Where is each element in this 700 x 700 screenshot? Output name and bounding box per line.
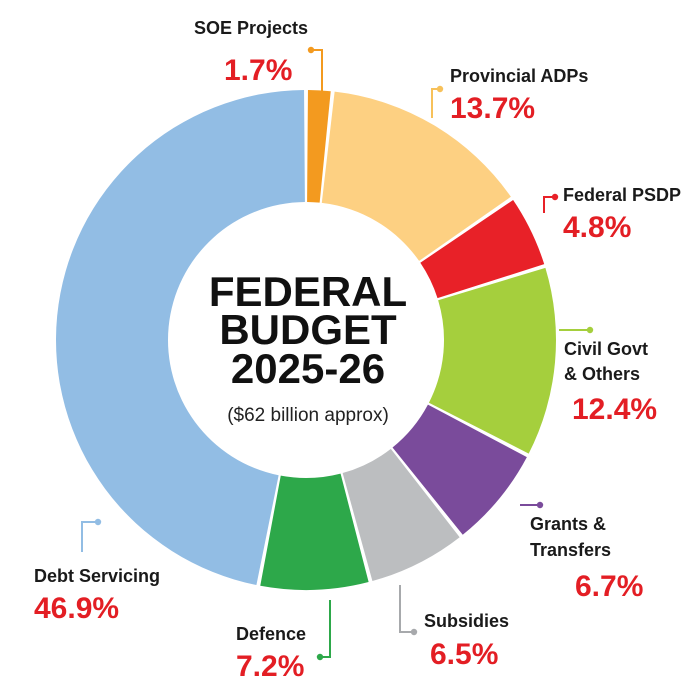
leader-dot-defence [316,653,324,661]
leader-dot-grants-and-transfers [536,501,544,509]
leader-dot-provincial-adps [436,85,444,93]
slice-name-grants-and-transfers-line-1: Grants & [530,514,606,534]
slice-name-provincial-adps: Provincial ADPs [450,66,588,86]
leader-dot-civil-govt-and-others [586,326,594,334]
slice-value-soe-projects: 1.7% [224,54,292,87]
leader-dot-subsidies [410,628,418,636]
leader-line-soe-projects [311,49,323,94]
slice-name-civil-govt-and-others-line-1: Civil Govt [564,339,648,359]
leader-dot-federal-psdp [551,193,559,201]
slice-provincial-adps [321,91,511,261]
center-title-line-1: FEDERAL [209,268,407,315]
slice-debt-servicing [56,90,305,586]
leader-dot-soe-projects [307,46,315,54]
slice-value-debt-servicing: 46.9% [34,592,119,625]
slice-name-grants-and-transfers-line-2: Transfers [530,540,611,560]
center-title-line-3: 2025-26 [231,345,385,392]
slice-name-civil-govt-and-others-line-2: & Others [564,364,640,384]
leader-line-debt-servicing [81,521,98,552]
slice-name-federal-psdp: Federal PSDP [563,185,681,205]
slice-value-provincial-adps: 13.7% [450,92,535,125]
slice-subsidies [342,448,460,582]
leader-lines [81,46,594,661]
leader-line-provincial-adps [431,88,440,118]
slice-value-subsidies: 6.5% [430,638,498,671]
slice-name-subsidies: Subsidies [424,611,509,631]
slice-civil-govt-and-others [428,267,557,454]
leader-line-federal-psdp [543,196,555,213]
slice-soe-projects [307,90,331,203]
slice-value-civil-govt-and-others: 12.4% [572,393,657,426]
leader-dot-debt-servicing [94,518,102,526]
slice-name-soe-projects: SOE Projects [194,18,308,38]
slice-name-defence: Defence [236,624,306,644]
slice-grants-and-transfers [392,404,527,535]
center-subtitle: ($62 billion approx) [227,405,389,426]
slice-defence [260,473,369,590]
center-title-block: FEDERAL BUDGET 2025-26 ($62 billion appr… [209,268,407,426]
slice-federal-psdp [420,200,545,299]
leader-line-subsidies [399,585,414,633]
slice-value-federal-psdp: 4.8% [563,211,631,244]
leader-line-defence [320,600,331,658]
slice-value-grants-and-transfers: 6.7% [575,570,643,603]
slice-labels: SOE Projects 1.7% Provincial ADPs 13.7% Fede… [34,18,681,683]
donut-slices [56,90,557,590]
slice-value-defence: 7.2% [236,650,304,683]
center-title-line-2: BUDGET [219,306,397,353]
slice-name-debt-servicing: Debt Servicing [34,566,160,586]
